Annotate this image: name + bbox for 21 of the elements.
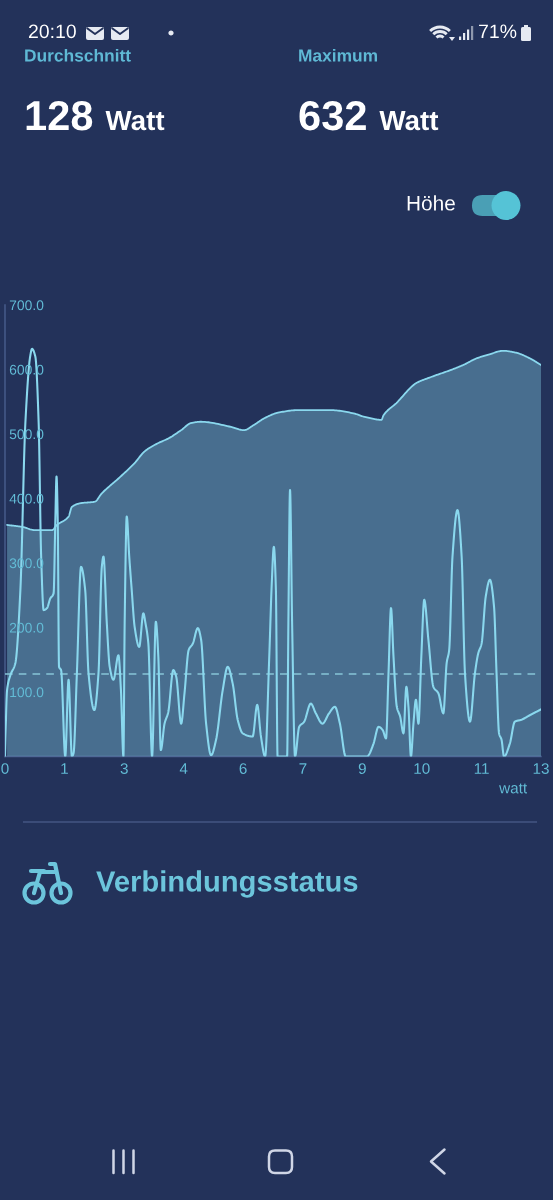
- text: Verbindungsstatus: [96, 870, 358, 898]
- text: 71%: [479, 24, 517, 39]
- text: 632 Watt: [299, 100, 439, 131]
- y-tick-label: 700.0: [9, 300, 44, 311]
- x-tick-label: 1: [61, 763, 68, 774]
- text: Durchschnitt: [25, 48, 131, 62]
- text: 20:10: [28, 24, 76, 39]
- x-tick-label: 6: [239, 763, 247, 774]
- text: Maximum: [299, 48, 377, 62]
- x-tick-label: 13: [533, 763, 549, 774]
- x-tick-label: 10: [414, 763, 430, 774]
- x-tick-label: 3: [120, 763, 128, 774]
- y-tick-label: 100.0: [10, 687, 44, 698]
- x-tick-label: 7: [299, 763, 307, 774]
- x-axis-title: watt: [499, 783, 528, 794]
- x-tick-label: 0: [1, 763, 9, 774]
- text: Höhe: [407, 195, 455, 211]
- text: 128 Watt: [26, 100, 165, 131]
- x-tick-label: 11: [474, 763, 489, 774]
- x-tick-label: 9: [358, 763, 366, 774]
- x-tick-label: 4: [179, 763, 188, 774]
